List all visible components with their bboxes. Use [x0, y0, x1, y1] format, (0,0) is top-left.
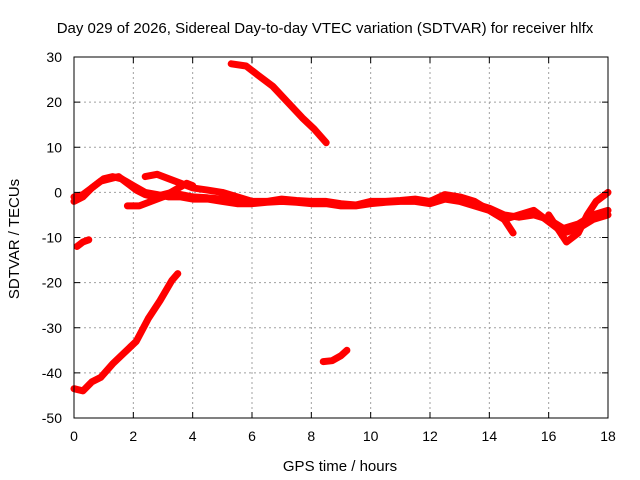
series-line-track-h — [70, 270, 182, 395]
series-line-track-d — [141, 170, 256, 205]
x-tick-label: 0 — [70, 428, 78, 444]
series-line-track-g — [73, 236, 93, 250]
x-tick-label: 14 — [482, 428, 498, 444]
x-tick-label: 8 — [307, 428, 315, 444]
y-tick-label: 0 — [54, 184, 62, 200]
y-tick-label: -40 — [42, 365, 62, 381]
y-tick-label: -10 — [42, 230, 62, 246]
series-line-track-b — [70, 173, 612, 237]
x-tick-label: 12 — [422, 428, 438, 444]
x-tick-label: 16 — [541, 428, 557, 444]
grid — [74, 57, 608, 418]
x-tick-label: 4 — [189, 428, 197, 444]
y-tick-label: -50 — [42, 410, 62, 426]
axis-ticks: 0 2 4 6 8 10 12 14 16 18 -50 -40 -30 -20 -10 0 10 20 30 — [42, 49, 616, 444]
series-group — [70, 60, 612, 395]
x-tick-label: 10 — [363, 428, 379, 444]
y-axis-title: SDTVAR / TECUs — [6, 179, 23, 299]
y-tick-label: 20 — [46, 94, 62, 110]
y-tick-label: -20 — [42, 275, 62, 291]
x-axis-title: GPS time / hours — [283, 458, 397, 475]
series-line-track-i — [227, 60, 330, 147]
series-line-track-j — [319, 346, 351, 366]
x-tick-label: 6 — [248, 428, 256, 444]
y-tick-label: -30 — [42, 320, 62, 336]
y-tick-label: 10 — [46, 139, 62, 155]
x-tick-label: 18 — [600, 428, 616, 444]
series-line-track-e — [426, 191, 517, 237]
y-tick-label: 30 — [46, 49, 62, 65]
chart-title: Day 029 of 2026, Sidereal Day-to-day VTE… — [57, 20, 594, 37]
series-line-track-f — [545, 188, 612, 246]
x-tick-label: 2 — [129, 428, 137, 444]
